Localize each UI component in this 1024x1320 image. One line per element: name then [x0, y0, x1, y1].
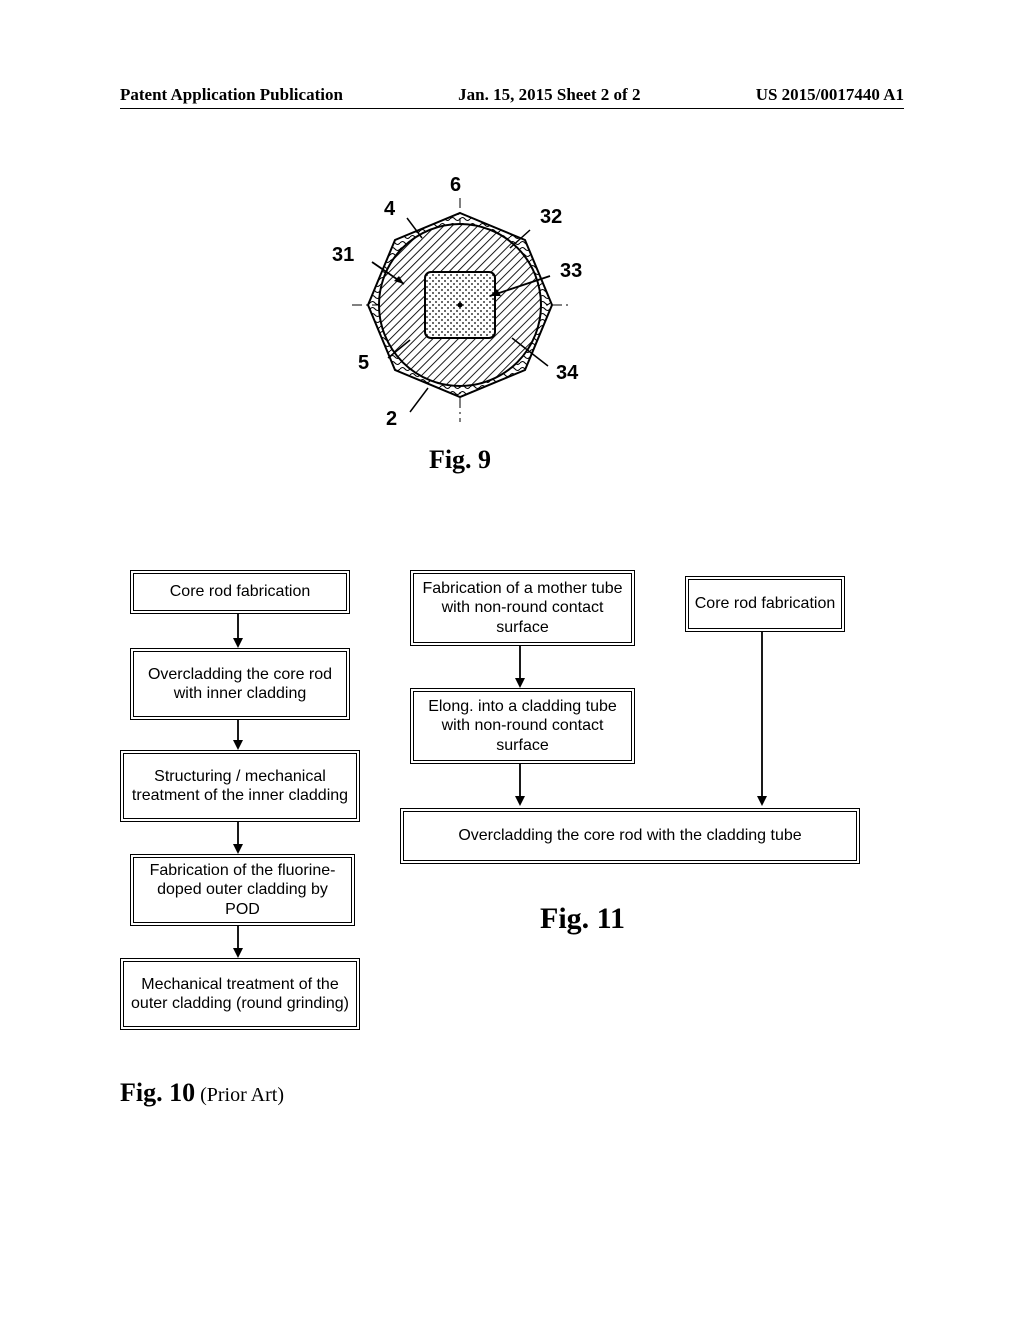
fig9-label-31: 31: [332, 244, 354, 267]
fig9-label-34: 34: [556, 362, 578, 385]
fig9-label-32: 32: [540, 206, 562, 229]
fig9-label-33: 33: [560, 260, 582, 283]
process-box: Structuring / mechanical treatment of th…: [120, 750, 360, 822]
fig9-label-6: 6: [450, 174, 461, 197]
process-box: Overcladding the core rod with inner cla…: [130, 648, 350, 720]
process-box: Fabrication of a mother tube with non-ro…: [410, 570, 635, 646]
fig9-label-2: 2: [386, 408, 397, 431]
patent-header: Patent Application Publication Jan. 15, …: [0, 85, 1024, 109]
process-box: Overcladding the core rod with the cladd…: [400, 808, 860, 864]
fig11-caption: Fig. 11: [540, 902, 625, 936]
process-box: Fabrication of the fluorine-doped outer …: [130, 854, 355, 926]
header-left: Patent Application Publication: [120, 85, 343, 105]
fig9-cross-section-diagram: [260, 180, 660, 440]
header-center: Jan. 15, 2015 Sheet 2 of 2: [458, 85, 640, 105]
fig10-caption-suffix: (Prior Art): [195, 1084, 284, 1106]
fig10-caption-main: Fig. 10: [120, 1078, 195, 1107]
process-box: Mechanical treatment of the outer claddi…: [120, 958, 360, 1030]
figure-9: 6 4 31 5 2 32 33 34 Fig. 9: [260, 180, 660, 500]
fig9-label-5: 5: [358, 352, 369, 375]
process-box: Core rod fabrication: [685, 576, 845, 632]
process-box: Elong. into a cladding tube with non-rou…: [410, 688, 635, 764]
header-right: US 2015/0017440 A1: [756, 85, 904, 105]
fig9-caption: Fig. 9: [260, 445, 660, 475]
process-box: Core rod fabrication: [130, 570, 350, 614]
fig10-caption: Fig. 10 (Prior Art): [120, 1078, 284, 1108]
fig9-label-4: 4: [384, 198, 395, 221]
